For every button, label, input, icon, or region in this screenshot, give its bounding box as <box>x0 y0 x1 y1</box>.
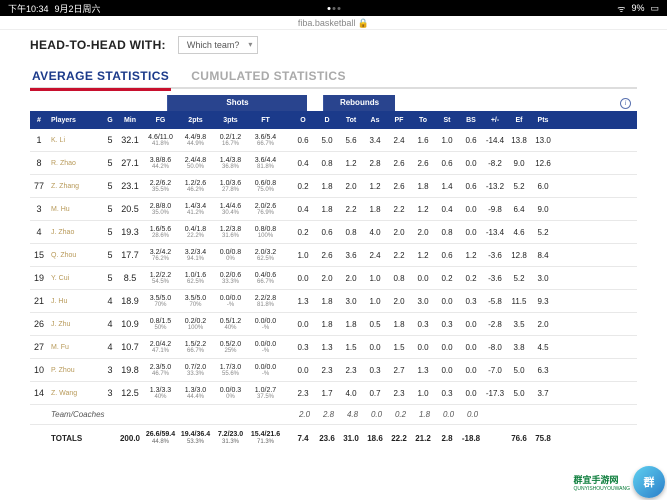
table-row[interactable]: 14Z. Wang312.51.3/3.340%1.3/3.044.4%0.0/… <box>30 382 637 405</box>
h2h-select[interactable]: Which team? <box>178 36 259 54</box>
table-row[interactable]: 27M. Fu410.72.0/4.247.1%1.5/2.266.7%0.5/… <box>30 336 637 359</box>
table-row[interactable]: 3M. Hu520.52.8/8.035.0%1.4/3.441.2%1.4/4… <box>30 198 637 221</box>
h2h-label: HEAD-TO-HEAD WITH: <box>30 38 166 52</box>
team-coaches-row: Team/Coaches 2.02.84.8 0.00.21.8 0.00.0 <box>30 405 637 425</box>
group-rebounds: Rebounds <box>323 95 395 111</box>
table-row[interactable]: 8R. Zhao527.13.8/8.644.2%2.4/4.850.0%1.4… <box>30 152 637 175</box>
table-row[interactable]: 4J. Zhao519.31.6/5.628.6%0.4/1.822.2%1.2… <box>30 221 637 244</box>
brand-badge: 群宜手游网 QUNYISHOUYOUWANG 群 <box>574 466 665 498</box>
url-bar[interactable]: fiba.basketball 🔒 <box>0 16 667 30</box>
wifi-icon: ᯤ <box>617 2 625 15</box>
tab-average[interactable]: AVERAGE STATISTICS <box>30 64 171 89</box>
status-bar: 下午10:34 9月2日周六 ᯤ 9% ▭ <box>0 0 667 16</box>
status-time: 下午10:34 <box>8 2 49 15</box>
table-row[interactable]: 21J. Hu418.93.5/5.070%3.5/5.070%0.0/0.0-… <box>30 290 637 313</box>
table-row[interactable]: 1K. Li532.14.6/11.041.8%4.4/9.844.9%0.2/… <box>30 129 637 152</box>
table-row[interactable]: 26J. Zhu410.90.8/1.550%0.2/0.2100%0.5/1.… <box>30 313 637 336</box>
battery-icon: ▭ <box>650 3 659 14</box>
battery-pct: 9% <box>631 3 644 13</box>
info-icon[interactable]: i <box>620 98 631 109</box>
stats-table: Shots Rebounds i # Players G Min FG 2pts… <box>30 95 637 451</box>
status-date: 9月2日周六 <box>55 2 101 15</box>
table-row[interactable]: 77Z. Zhang523.12.2/6.235.5%1.2/2.646.2%1… <box>30 175 637 198</box>
table-row[interactable]: 15Q. Zhou517.73.2/4.276.2%3.2/3.494.1%0.… <box>30 244 637 267</box>
stat-tabs: AVERAGE STATISTICS CUMULATED STATISTICS <box>30 62 637 89</box>
totals-row: TOTALS 200.0 26.6/59.444.8% 19.4/36.453.… <box>30 425 637 451</box>
table-row[interactable]: 19Y. Cui58.51.2/2.254.5%1.0/1.662.5%0.2/… <box>30 267 637 290</box>
table-row[interactable]: 10P. Zhou319.82.3/5.046.7%0.7/2.033.3%1.… <box>30 359 637 382</box>
tab-cumulated[interactable]: CUMULATED STATISTICS <box>189 64 348 89</box>
brand-icon: 群 <box>633 466 665 498</box>
table-header: # Players G Min FG 2pts 3pts FT O D Tot … <box>30 111 637 129</box>
page-dots <box>327 7 340 10</box>
group-shots: Shots <box>167 95 307 111</box>
